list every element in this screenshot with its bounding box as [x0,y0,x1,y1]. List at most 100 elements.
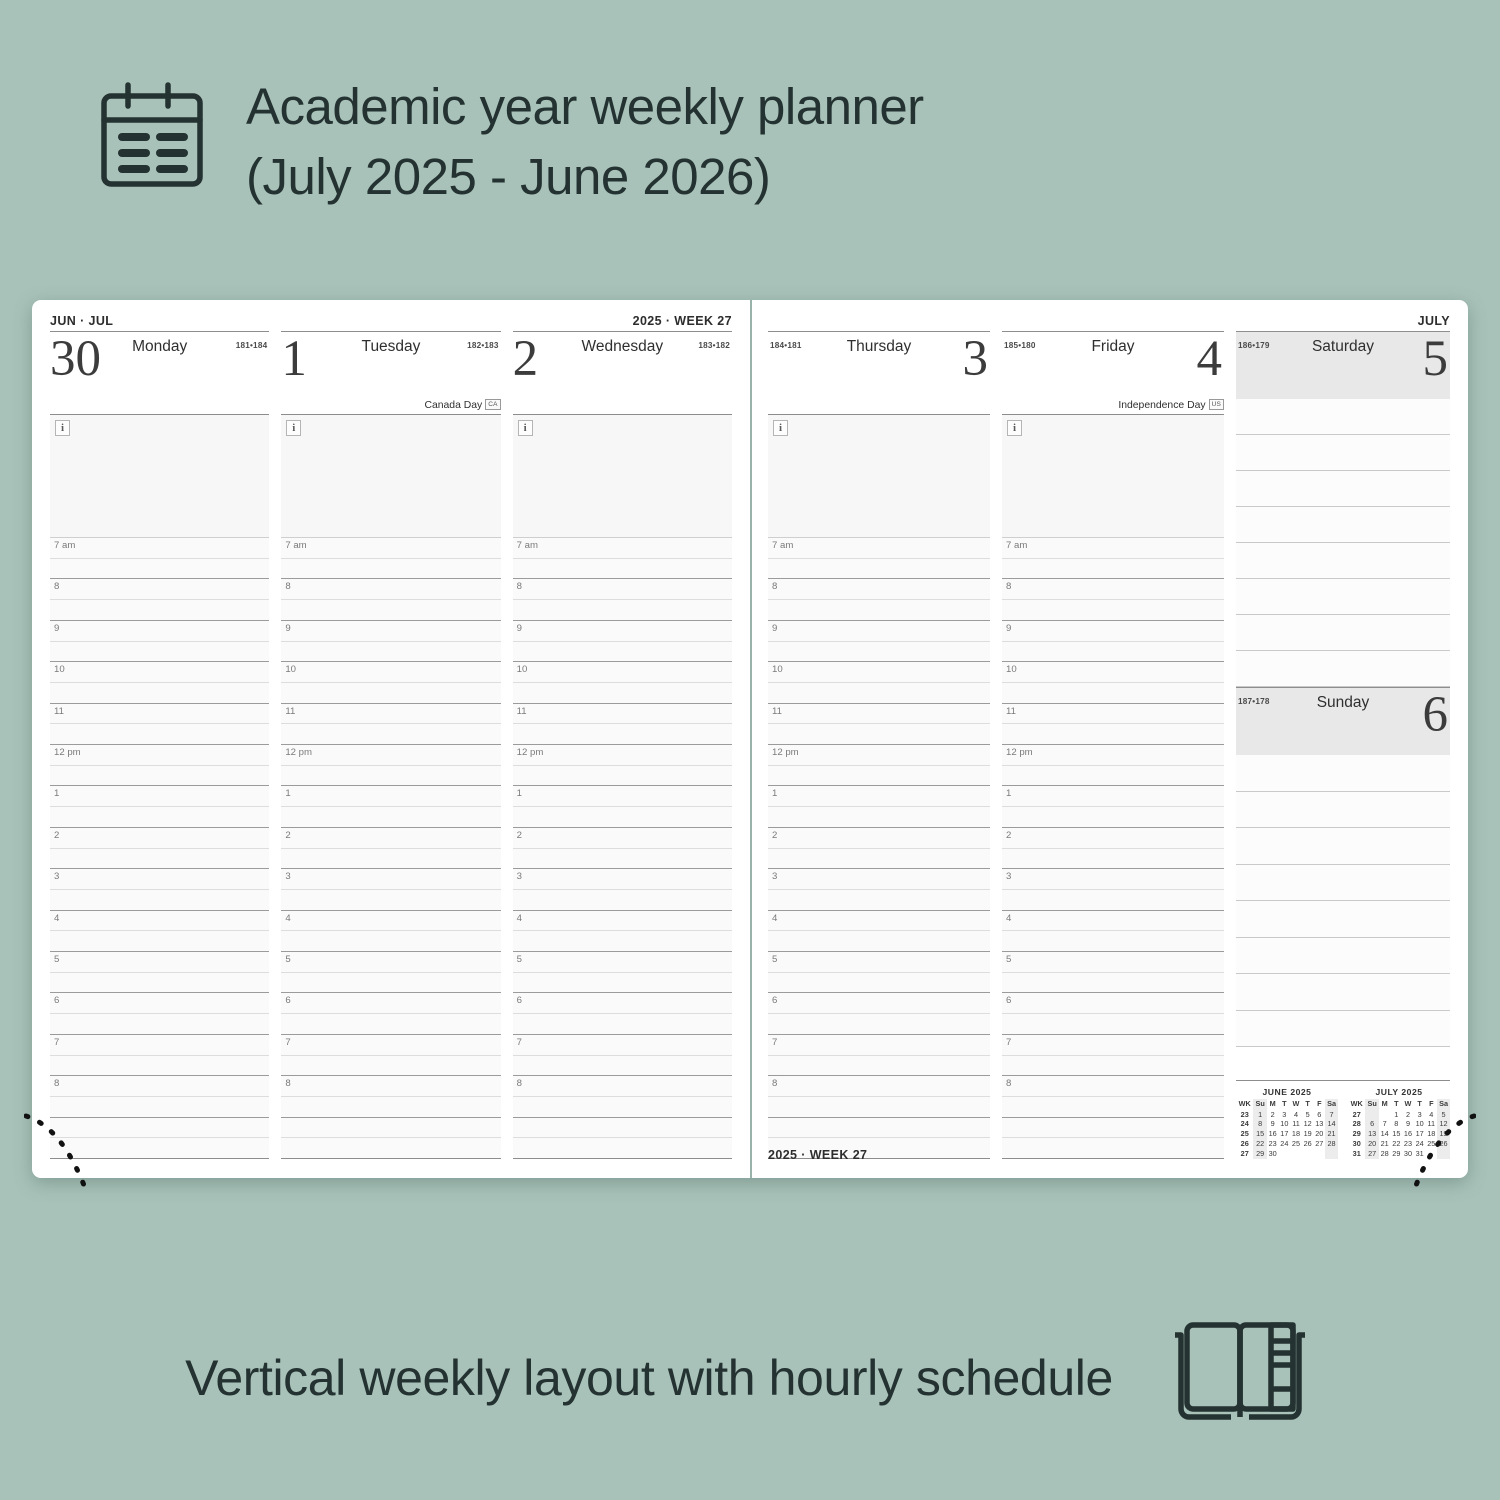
hour-slot[interactable]: 5 [768,952,990,972]
hour-row[interactable]: 11 [281,702,501,745]
hour-row[interactable]: 7 [50,1033,270,1076]
ruled-line[interactable] [1236,974,1450,1011]
ruled-line[interactable] [1236,507,1450,543]
hour-slot[interactable]: 9 [768,620,990,641]
half-hour-slot[interactable] [1002,806,1224,827]
hour-row[interactable]: 9 [50,619,270,662]
hour-row[interactable]: 6 [512,992,732,1034]
half-hour-slot[interactable] [50,806,270,827]
half-hour-slot[interactable] [281,1013,501,1034]
half-hour-slot[interactable] [1002,640,1224,662]
hour-row[interactable]: 5 [512,951,732,993]
hour-row[interactable]: 2 [50,826,270,869]
half-hour-slot[interactable] [281,971,501,993]
hour-slot[interactable] [1002,1117,1224,1138]
hour-slot[interactable]: 4 [768,910,990,931]
half-hour-slot[interactable] [1002,764,1224,786]
hour-slot[interactable]: 8 [768,1076,990,1096]
hour-row[interactable]: 9 [281,619,501,662]
ruled-line[interactable] [1236,791,1450,828]
hour-row[interactable]: 10 [281,661,501,703]
hour-slot[interactable]: 4 [50,910,270,931]
ruled-line[interactable] [1236,864,1450,901]
hour-slot[interactable]: 10 [768,662,990,682]
hour-slot[interactable] [768,1117,990,1138]
half-hour-slot[interactable] [50,888,270,910]
hour-slot[interactable]: 10 [281,662,501,682]
notes-box[interactable]: i [50,414,270,538]
half-hour-slot[interactable] [512,640,732,662]
half-hour-slot[interactable] [512,847,732,869]
hour-slot[interactable]: 11 [512,703,732,724]
half-hour-slot[interactable] [768,1054,990,1076]
hour-slot[interactable]: 9 [512,620,732,641]
hour-slot[interactable]: 7 [512,1034,732,1055]
ruled-line[interactable] [1236,615,1450,651]
hour-slot[interactable]: 3 [768,869,990,889]
hour-slot[interactable]: 3 [1002,869,1224,889]
half-hour-slot[interactable] [50,1137,270,1159]
hour-slot[interactable]: 7 am [512,538,732,558]
hour-row[interactable]: 8 [50,1075,270,1117]
hour-slot[interactable]: 1 [512,786,732,807]
hour-slot[interactable]: 5 [50,952,270,972]
hour-row[interactable]: 7 [281,1033,501,1076]
half-hour-slot[interactable] [50,847,270,869]
hour-slot[interactable]: 8 [281,1076,501,1096]
hour-row-tail[interactable] [281,1116,501,1159]
half-hour-slot[interactable] [512,557,732,579]
half-hour-slot[interactable] [1002,1054,1224,1076]
hour-row[interactable]: 6 [1002,992,1224,1034]
hour-slot[interactable]: 6 [281,993,501,1014]
half-hour-slot[interactable] [1002,888,1224,910]
hour-row[interactable]: 2 [1002,826,1224,869]
half-hour-slot[interactable] [512,681,732,703]
hour-slot[interactable]: 2 [1002,827,1224,848]
half-hour-slot[interactable] [512,723,732,745]
hour-row[interactable]: 1 [768,785,990,827]
hour-row-tail[interactable] [768,1116,990,1159]
ruled-line[interactable] [1236,651,1450,687]
half-hour-slot[interactable] [768,599,990,620]
half-hour-slot[interactable] [768,847,990,869]
ruled-line[interactable] [1236,579,1450,615]
hour-slot[interactable]: 8 [50,1076,270,1096]
half-hour-slot[interactable] [50,557,270,579]
info-icon[interactable]: i [1007,420,1022,436]
half-hour-slot[interactable] [50,723,270,745]
hour-row[interactable]: 1 [1002,785,1224,827]
hour-row[interactable]: 5 [50,951,270,993]
half-hour-slot[interactable] [512,806,732,827]
hour-row[interactable]: 3 [50,868,270,910]
hour-slot[interactable]: 12 pm [768,745,990,765]
half-hour-slot[interactable] [1002,723,1224,745]
ruled-line[interactable] [1236,1010,1450,1047]
hour-row-tail[interactable] [1002,1116,1224,1159]
hour-slot[interactable]: 4 [281,910,501,931]
hour-row[interactable]: 1 [512,785,732,827]
ruled-line[interactable] [1236,399,1450,435]
hour-row[interactable]: 7 am [281,538,501,579]
half-hour-slot[interactable] [768,557,990,579]
hour-slot[interactable]: 2 [512,827,732,848]
hour-slot[interactable]: 8 [768,579,990,600]
half-hour-slot[interactable] [281,930,501,952]
hour-row[interactable]: 8 [512,1075,732,1117]
half-hour-slot[interactable] [512,764,732,786]
hour-row[interactable]: 12 pm [768,744,990,786]
hour-slot[interactable]: 1 [281,786,501,807]
hour-slot[interactable]: 4 [1002,910,1224,931]
hour-row[interactable]: 3 [281,868,501,910]
half-hour-slot[interactable] [768,1137,990,1159]
half-hour-slot[interactable] [281,1095,501,1117]
hour-slot[interactable]: 7 am [768,538,990,558]
hour-slot[interactable]: 11 [281,703,501,724]
hour-slot[interactable]: 8 [281,579,501,600]
half-hour-slot[interactable] [281,847,501,869]
half-hour-slot[interactable] [512,1137,732,1159]
hour-slot[interactable]: 10 [512,662,732,682]
hour-slot[interactable]: 11 [50,703,270,724]
hour-slot[interactable]: 1 [50,786,270,807]
hour-row[interactable]: 10 [768,661,990,703]
half-hour-slot[interactable] [1002,1137,1224,1159]
